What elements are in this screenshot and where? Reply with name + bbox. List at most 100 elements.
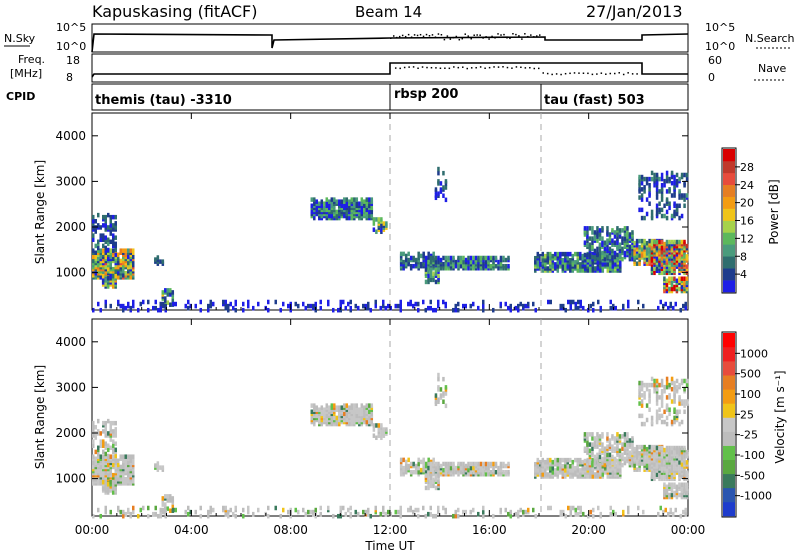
power-cell — [592, 307, 595, 313]
velocity-cell — [596, 461, 600, 467]
velocity-cell — [569, 509, 572, 515]
velocity-cell — [102, 449, 105, 455]
velocity-cell — [668, 382, 671, 388]
power-cell — [608, 232, 612, 237]
power-cell — [399, 303, 402, 309]
power-cell — [462, 255, 465, 261]
power-cell — [675, 178, 679, 184]
power-cell — [444, 185, 448, 190]
velocity-cell — [572, 505, 575, 511]
power-cell — [363, 199, 366, 204]
velocity-cell — [684, 507, 687, 513]
power-cell — [627, 299, 630, 305]
power-cell — [323, 201, 326, 206]
power-cell — [379, 305, 382, 311]
power-cell — [569, 299, 572, 305]
velocity-cell — [621, 452, 624, 458]
velocity-cell — [427, 511, 430, 517]
power-cell — [643, 238, 646, 244]
power-cell — [234, 299, 237, 305]
power-ylabel: Slant Range [km] — [33, 160, 47, 264]
velocity-cell — [437, 372, 440, 378]
power-cell — [338, 199, 341, 204]
velocity-cell — [598, 462, 602, 468]
velocity-cell — [663, 419, 666, 425]
power-cell — [114, 221, 117, 226]
velocity-cell — [102, 429, 105, 434]
power-cell — [402, 251, 405, 257]
velocity-cell — [417, 461, 420, 467]
velocity-cell — [637, 505, 640, 511]
power-cell — [472, 263, 475, 269]
velocity-cell — [569, 505, 572, 511]
velocity-cell — [592, 507, 595, 513]
velocity-cell — [354, 509, 357, 515]
velocity-cell — [112, 447, 115, 453]
power-cell — [360, 201, 364, 206]
power-cell — [419, 253, 423, 259]
velocity-colorbar — [723, 333, 735, 517]
power-cell — [382, 221, 386, 226]
velocity-cell — [627, 505, 630, 511]
velocity-cell — [335, 415, 339, 421]
velocity-cell — [596, 444, 599, 449]
power-cell — [114, 241, 117, 247]
noise-search-dot — [515, 33, 517, 36]
velocity-cell — [434, 477, 438, 482]
velocity-cell — [320, 405, 324, 410]
velocity-cell — [209, 505, 212, 511]
velocity-cell — [678, 421, 681, 427]
noise-search-dot — [404, 35, 407, 38]
velocity-cell — [422, 457, 425, 463]
velocity-cell — [372, 427, 376, 432]
velocity-cell — [588, 460, 592, 466]
power-cell — [442, 255, 445, 261]
power-cell — [668, 176, 671, 182]
velocity-cell — [169, 508, 172, 513]
power-cell — [279, 307, 282, 313]
power-cell — [99, 233, 102, 238]
velocity-cell — [564, 468, 567, 473]
velocity-cell — [402, 457, 405, 463]
velocity-cell — [593, 436, 597, 441]
velocity-cell — [675, 378, 679, 384]
velocity-cell — [680, 399, 684, 404]
velocity-cell — [665, 403, 669, 408]
velocity-cell — [678, 464, 681, 469]
noise-search-dot — [497, 33, 499, 35]
velocity-cell — [407, 463, 410, 469]
velocity-cell — [668, 449, 671, 455]
power-cell — [606, 230, 609, 235]
power-cell — [434, 307, 437, 313]
power-cell — [581, 253, 585, 259]
velocity-cell — [586, 448, 589, 454]
power-cell — [437, 267, 440, 272]
velocity-cell — [124, 458, 127, 464]
power-cell — [437, 303, 440, 309]
power-cell — [670, 239, 674, 245]
velocity-cell — [609, 511, 612, 517]
velocity-cell — [588, 432, 592, 437]
power-cell — [434, 259, 438, 265]
power-cell — [164, 288, 167, 293]
power-cell — [670, 262, 674, 267]
velocity-cell — [92, 439, 95, 444]
velocity-cell — [419, 459, 423, 465]
power-cell — [596, 266, 600, 271]
velocity-cell — [333, 403, 336, 408]
power-cell — [606, 268, 610, 273]
velocity-cell — [279, 513, 282, 519]
velocity-cell — [685, 449, 689, 455]
power-cell — [655, 211, 659, 217]
power-cell — [685, 264, 689, 269]
nave-dot — [399, 67, 401, 70]
power-cell — [592, 301, 595, 307]
power-cell — [549, 260, 552, 265]
power-cell — [603, 240, 607, 245]
velocity-cell — [111, 479, 115, 485]
noise-search-dot — [536, 35, 538, 37]
power-cell — [397, 303, 400, 309]
velocity-cell — [587, 513, 590, 519]
velocity-cell — [675, 484, 679, 490]
velocity-cell — [104, 484, 107, 489]
